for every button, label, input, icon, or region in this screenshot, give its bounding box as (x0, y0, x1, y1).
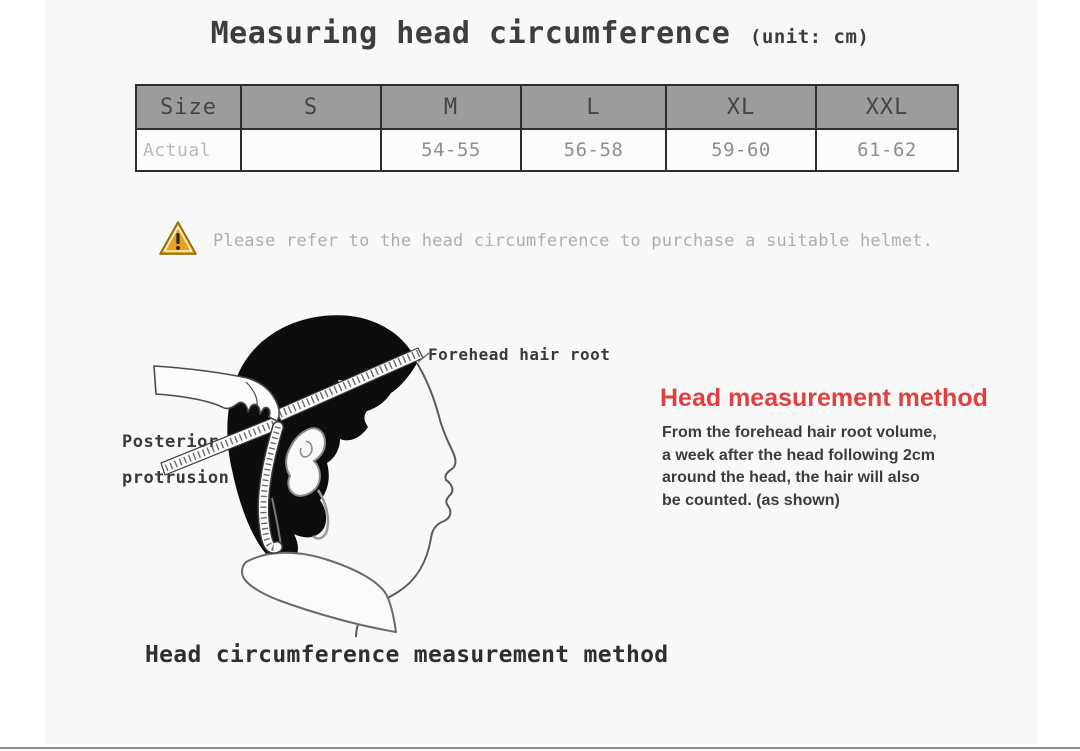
label-forehead-hair-root: Forehead hair root (428, 345, 611, 364)
head-measurement-illustration (153, 315, 457, 638)
method-body-text: From the forehead hair root volume, a we… (662, 424, 937, 509)
illustration-caption: Head circumference measurement method (145, 642, 669, 668)
size-table: Size S M L XL XXL Actual 54-55 56-58 59-… (135, 84, 959, 172)
size-table-value-s (242, 130, 380, 170)
size-table-header-m: M (382, 86, 520, 128)
warning-text: Please refer to the head circumference t… (213, 231, 934, 251)
page-title-unit: (unit: cm) (749, 26, 870, 48)
forehead-leader-line (417, 352, 430, 363)
size-table-header-l: L (522, 86, 665, 128)
size-table-header-xl: XL (667, 86, 815, 128)
tape-dangling-end (258, 422, 283, 553)
size-table-value-l: 56-58 (522, 130, 665, 170)
size-table-value-xl: 59-60 (667, 130, 815, 170)
size-table-value-xxl: 61-62 (817, 130, 957, 170)
collar-shape (241, 551, 397, 633)
size-table-header-size: Size (137, 86, 240, 128)
page-title: Measuring head circumference (unit: cm) (0, 16, 1080, 51)
size-table-row-label: Actual (137, 130, 240, 170)
size-table-value-m: 54-55 (382, 130, 520, 170)
warning-triangle-icon (159, 221, 197, 255)
ear-shape (285, 427, 327, 497)
hand-shape (153, 365, 280, 422)
method-heading: Head measurement method (660, 384, 988, 412)
page-title-text: Measuring head circumference (210, 16, 731, 51)
bottom-divider-line (0, 747, 1080, 749)
size-table-header-s: S (242, 86, 380, 128)
size-table-header-xxl: XXL (817, 86, 957, 128)
label-posterior-protrusion: Posterior protrusion (122, 432, 230, 488)
face-outline (416, 362, 457, 539)
